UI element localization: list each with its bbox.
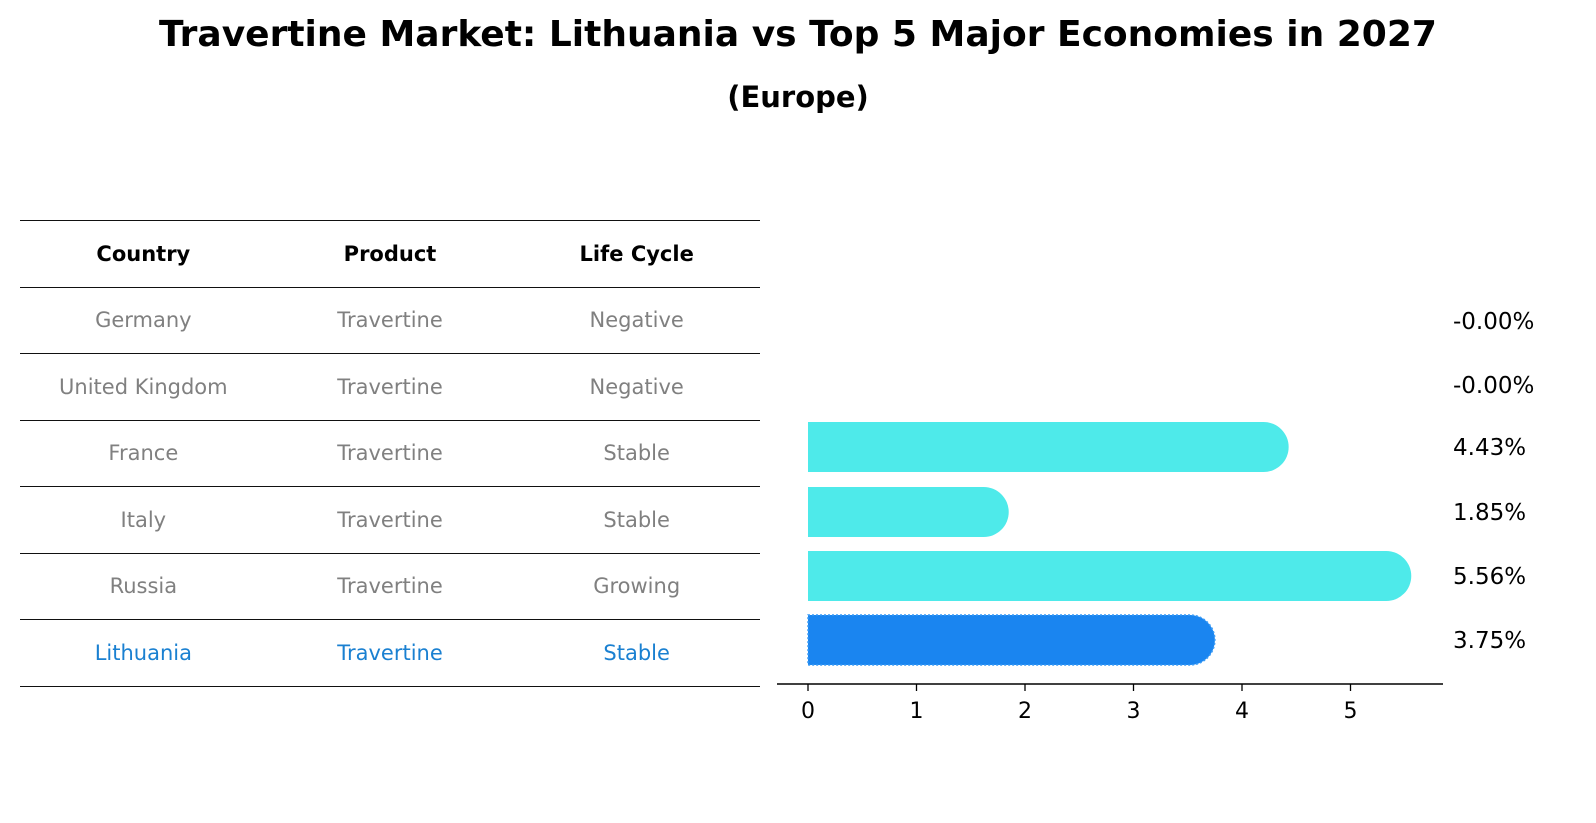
market-table: Country Product Life Cycle Germany Trave… bbox=[20, 220, 760, 687]
product-cell: Travertine bbox=[337, 441, 443, 466]
value-label: -0.00% bbox=[1453, 309, 1534, 335]
life-cycle-cell: Stable bbox=[603, 441, 670, 466]
bar-italy bbox=[808, 487, 1009, 537]
country-cell: Italy bbox=[120, 507, 167, 532]
table-header-row: Country Product Life Cycle bbox=[20, 220, 760, 287]
product-cell: Travertine bbox=[337, 640, 443, 665]
header-life-cycle: Life Cycle bbox=[579, 241, 694, 266]
bar-france bbox=[808, 422, 1289, 472]
country-cell: France bbox=[108, 441, 179, 466]
table-row: Russia Travertine Growing bbox=[20, 552, 760, 620]
life-cycle-cell: Negative bbox=[589, 374, 684, 399]
x-tick-label: 3 bbox=[1127, 699, 1141, 724]
value-label: 3.75% bbox=[1453, 628, 1526, 654]
life-cycle-cell: Growing bbox=[593, 574, 681, 599]
bar-russia bbox=[808, 551, 1412, 601]
value-label: 1.85% bbox=[1453, 500, 1526, 526]
chart-title: Travertine Market: Lithuania vs Top 5 Ma… bbox=[159, 14, 1437, 55]
product-cell: Travertine bbox=[337, 374, 443, 399]
x-tick-label: 2 bbox=[1018, 699, 1032, 724]
product-cell: Travertine bbox=[337, 574, 443, 599]
country-cell: Lithuania bbox=[94, 640, 192, 665]
x-tick-label: 1 bbox=[910, 699, 924, 724]
value-label: -0.00% bbox=[1453, 373, 1534, 399]
value-label: 5.56% bbox=[1453, 564, 1526, 590]
country-cell: Germany bbox=[95, 308, 192, 333]
growth-bar-chart: -0.00% -0.00% 4.43% 1.85% 5.56% 3.75% 0 1 2 3 4 5 bbox=[777, 309, 1534, 724]
x-tick-label: 4 bbox=[1235, 699, 1249, 724]
chart-subtitle: (Europe) bbox=[727, 80, 869, 114]
life-cycle-cell: Negative bbox=[589, 308, 684, 333]
table-row: Italy Travertine Stable bbox=[20, 486, 760, 553]
life-cycle-cell: Stable bbox=[603, 640, 670, 665]
value-label: 4.43% bbox=[1453, 435, 1526, 461]
life-cycle-cell: Stable bbox=[603, 507, 670, 532]
x-tick-label: 5 bbox=[1344, 699, 1358, 724]
table-row: Germany Travertine Negative bbox=[20, 286, 760, 354]
country-cell: Russia bbox=[109, 574, 178, 599]
product-cell: Travertine bbox=[337, 308, 443, 333]
country-cell: United Kingdom bbox=[59, 374, 228, 399]
x-tick-label: 0 bbox=[801, 699, 815, 724]
header-product: Product bbox=[343, 241, 437, 266]
bar-lithuania bbox=[807, 614, 1216, 666]
table-row: France Travertine Stable bbox=[20, 419, 760, 487]
table-row-highlighted: Lithuania Travertine Stable bbox=[20, 619, 760, 687]
product-cell: Travertine bbox=[337, 507, 443, 532]
header-country: Country bbox=[96, 241, 191, 266]
table-row: United Kingdom Travertine Negative bbox=[20, 353, 760, 420]
